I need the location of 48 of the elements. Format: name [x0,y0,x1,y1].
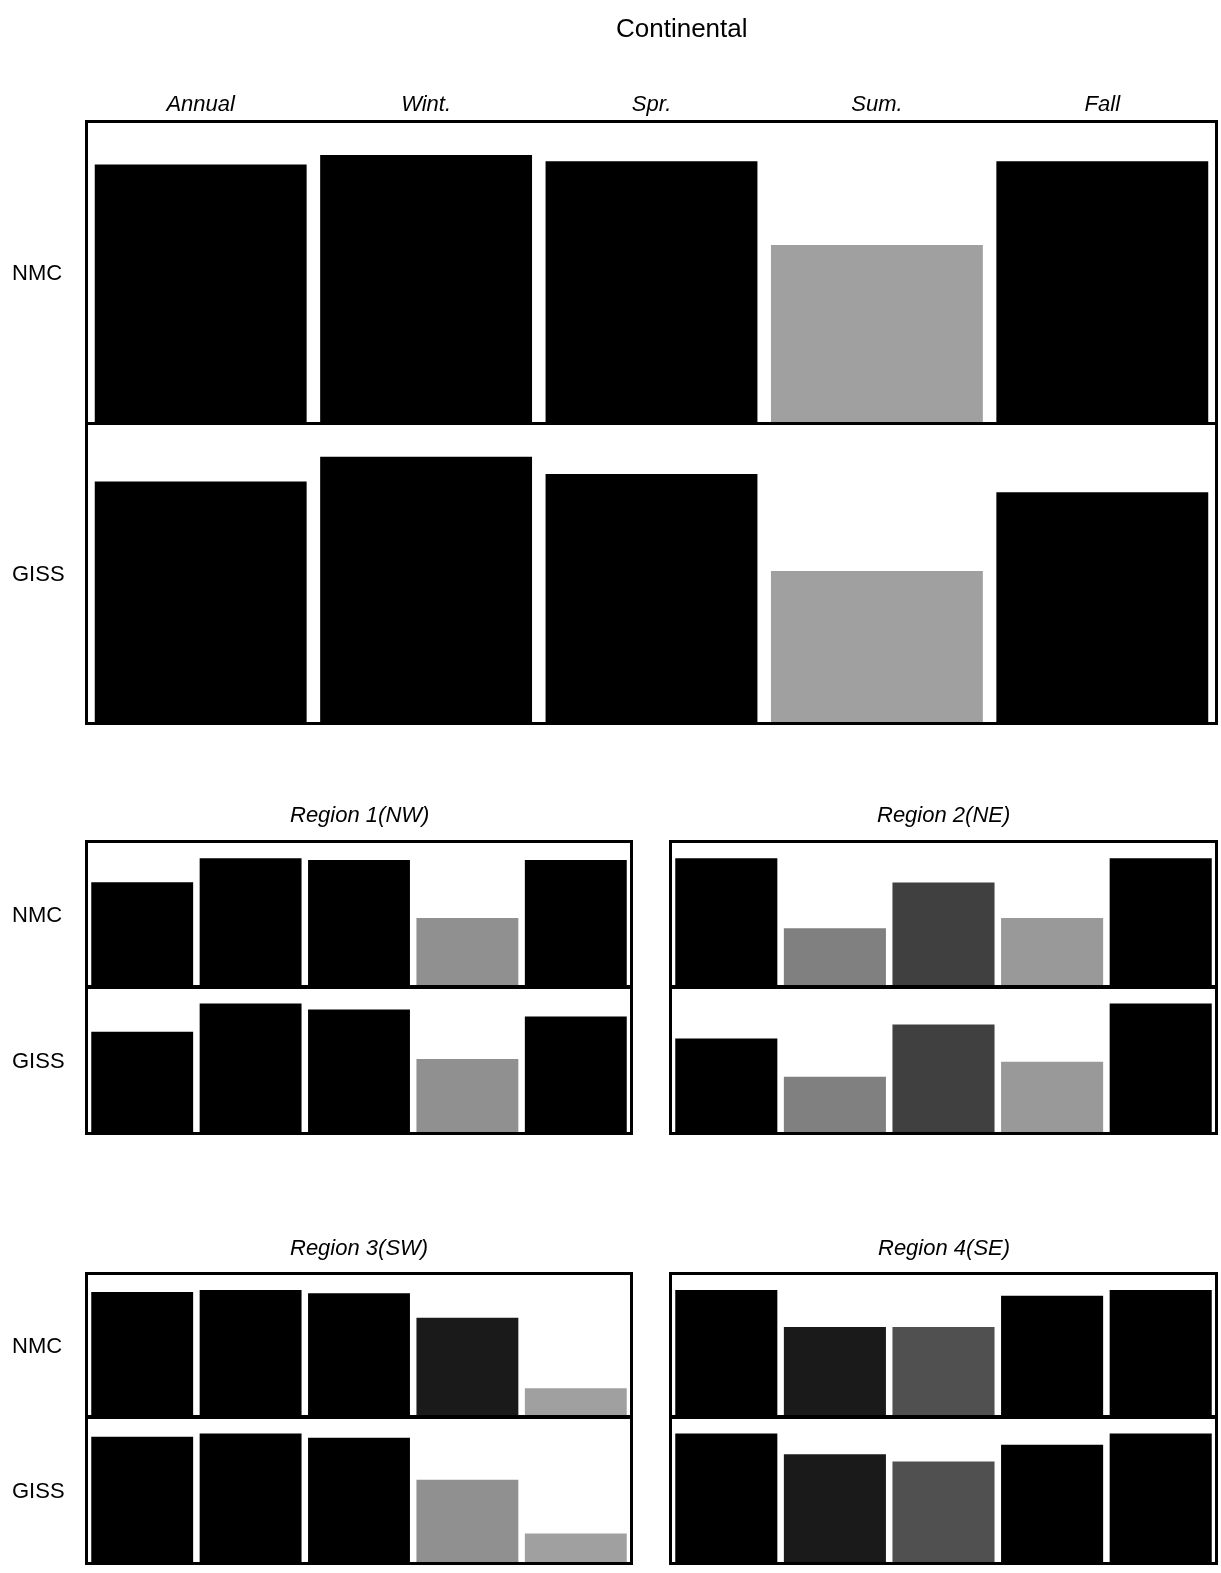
bar [320,456,533,722]
bar [416,1059,519,1132]
bar [1001,1061,1104,1132]
bar [1109,1003,1212,1132]
y-axis-title: GISS [12,561,65,586]
y-axis-title: GISS [12,1048,65,1073]
bar [416,918,519,986]
x-tick-label: Sum. [851,91,903,117]
bar [91,1436,194,1562]
bar [1109,1433,1212,1562]
bar [675,1038,778,1132]
bar [94,481,307,722]
x-tick-label: Fall [1084,91,1122,117]
bar [91,1031,194,1132]
bar [524,1533,627,1562]
bar [308,1437,410,1562]
bar [892,882,995,986]
bar [770,571,983,722]
chart-title: Region 2(NE) [877,802,1011,827]
bar [199,1433,302,1562]
bar [783,1454,886,1562]
x-tick-label: Wint. [401,91,452,117]
bar [996,492,1209,722]
bar [308,1009,410,1132]
y-axis-title: NMC [12,902,63,927]
y-axis-title: NMC [12,1333,63,1358]
bar [783,928,886,986]
bar [1001,1444,1104,1562]
bar [416,1479,519,1562]
bar [675,1433,778,1562]
bar [783,1076,886,1132]
bar [199,1003,302,1132]
bar [416,1317,519,1416]
x-tick-label: Spr. [631,91,672,117]
x-tick-label: Annual [164,91,237,117]
bar [524,1388,627,1416]
bar [892,1461,995,1562]
y-axis-title: GISS [12,1478,65,1503]
bar [545,474,758,722]
chart-title: Region 1(NW) [290,802,430,827]
chart-title: Region 3(SW) [290,1235,429,1260]
y-axis-title: NMC [12,260,63,285]
chart-title: Region 4(SE) [878,1235,1011,1260]
bar [1001,917,1104,986]
bar [892,1024,995,1132]
bar [770,245,983,422]
chart-title: Continental [616,13,748,43]
bar [524,1016,627,1132]
